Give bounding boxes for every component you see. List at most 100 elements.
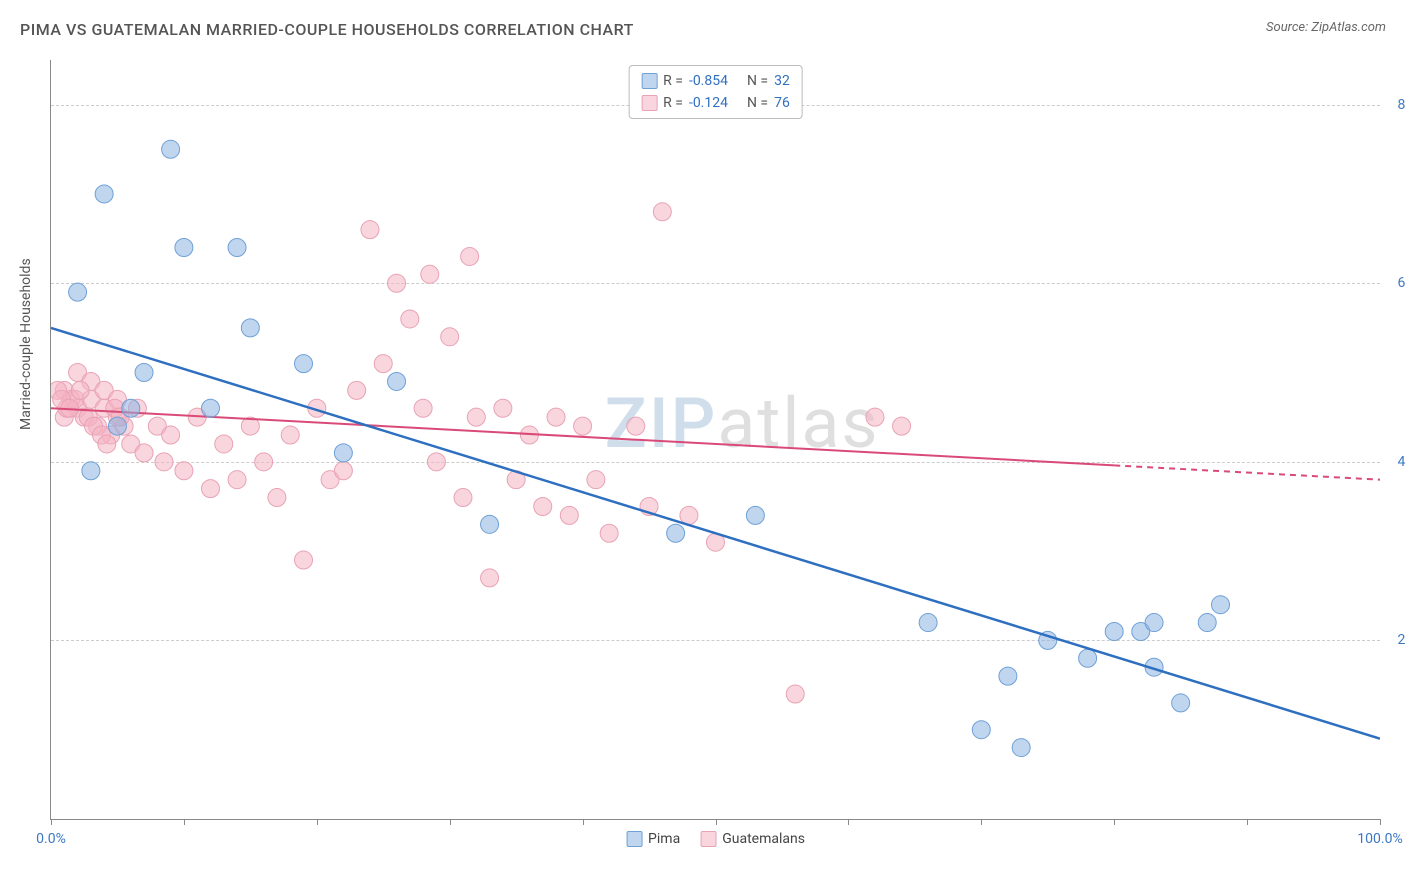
swatch-guatemalans [641,95,657,111]
data-point-pima [122,399,140,417]
x-tick-mark [583,819,584,825]
y-tick-label: 40.0% [1385,454,1406,470]
data-point-guatemalans [374,355,392,373]
data-point-pima [1012,739,1030,757]
data-point-guatemalans [215,435,233,453]
x-tick-mark [51,819,52,825]
data-point-guatemalans [441,328,459,346]
data-point-guatemalans [201,480,219,498]
data-point-guatemalans [334,462,352,480]
data-point-guatemalans [600,524,618,542]
data-point-pima [108,417,126,435]
data-point-guatemalans [481,569,499,587]
data-point-guatemalans [653,203,671,221]
data-point-pima [1079,649,1097,667]
data-point-guatemalans [627,417,645,435]
data-point-pima [334,444,352,462]
legend-label-guatemalans: Guatemalans [722,831,805,847]
data-point-guatemalans [461,247,479,265]
data-point-guatemalans [71,381,89,399]
data-point-guatemalans [454,489,472,507]
data-point-guatemalans [786,685,804,703]
data-point-pima [135,364,153,382]
data-point-pima [201,399,219,417]
y-tick-label: 60.0% [1385,275,1406,291]
x-tick-mark [317,819,318,825]
data-point-pima [667,524,685,542]
data-point-pima [241,319,259,337]
data-point-pima [481,515,499,533]
data-point-pima [1198,614,1216,632]
swatch-guatemalans [700,831,716,847]
r-label: R = [663,92,683,114]
data-point-guatemalans [401,310,419,328]
data-point-guatemalans [427,453,445,471]
data-point-pima [1145,614,1163,632]
y-axis-label: Married-couple Households [18,258,34,430]
x-tick-mark [1247,819,1248,825]
trend-line-dashed-guatemalans [1114,465,1380,479]
x-tick-mark [848,819,849,825]
y-tick-label: 20.0% [1385,632,1406,648]
r-label: R = [663,70,683,92]
plot-area: ZIPatlas R = -0.854 N = 32 R = -0.124 N … [50,60,1380,820]
data-point-guatemalans [135,444,153,462]
y-tick-label: 80.0% [1385,97,1406,113]
x-tick-mark [1380,819,1381,825]
data-point-guatemalans [228,471,246,489]
correlation-legend: R = -0.854 N = 32 R = -0.124 N = 76 [628,65,803,119]
data-point-guatemalans [281,426,299,444]
scatter-svg [51,60,1380,819]
data-point-guatemalans [175,462,193,480]
data-point-pima [388,372,406,390]
x-tick-mark [1114,819,1115,825]
data-point-guatemalans [295,551,313,569]
data-point-pima [972,721,990,739]
data-point-guatemalans [467,408,485,426]
source-attribution: Source: ZipAtlas.com [1266,20,1386,35]
data-point-pima [295,355,313,373]
swatch-pima [641,73,657,89]
data-point-pima [919,614,937,632]
data-point-guatemalans [560,506,578,524]
n-value-pima: 32 [774,70,790,92]
x-tick-label: 100.0% [1357,831,1402,847]
data-point-guatemalans [534,497,552,515]
data-point-guatemalans [494,399,512,417]
swatch-pima [626,831,642,847]
data-point-guatemalans [587,471,605,489]
data-point-pima [999,667,1017,685]
data-point-guatemalans [893,417,911,435]
r-value-guatemalans: -0.124 [689,92,728,114]
data-point-pima [69,283,87,301]
data-point-pima [1105,622,1123,640]
data-point-guatemalans [268,489,286,507]
series-legend: Pima Guatemalans [626,831,805,847]
x-tick-mark [184,819,185,825]
x-tick-mark [716,819,717,825]
data-point-guatemalans [255,453,273,471]
data-point-guatemalans [680,506,698,524]
data-point-guatemalans [388,274,406,292]
chart-title: PIMA VS GUATEMALAN MARRIED-COUPLE HOUSEH… [20,20,634,39]
data-point-pima [1212,596,1230,614]
data-point-guatemalans [866,408,884,426]
data-point-guatemalans [414,399,432,417]
x-tick-label: 0.0% [36,831,66,847]
data-point-pima [175,239,193,257]
data-point-guatemalans [547,408,565,426]
x-tick-mark [981,819,982,825]
legend-item-pima: Pima [626,831,680,847]
legend-row-guatemalans: R = -0.124 N = 76 [641,92,790,114]
data-point-pima [228,239,246,257]
trend-line-pima [51,328,1380,739]
data-point-guatemalans [574,417,592,435]
data-point-guatemalans [348,381,366,399]
data-point-guatemalans [421,265,439,283]
data-point-pima [82,462,100,480]
legend-item-guatemalans: Guatemalans [700,831,805,847]
x-tick-mark [450,819,451,825]
n-label: N = [747,92,768,114]
n-label: N = [747,70,768,92]
data-point-pima [162,140,180,158]
